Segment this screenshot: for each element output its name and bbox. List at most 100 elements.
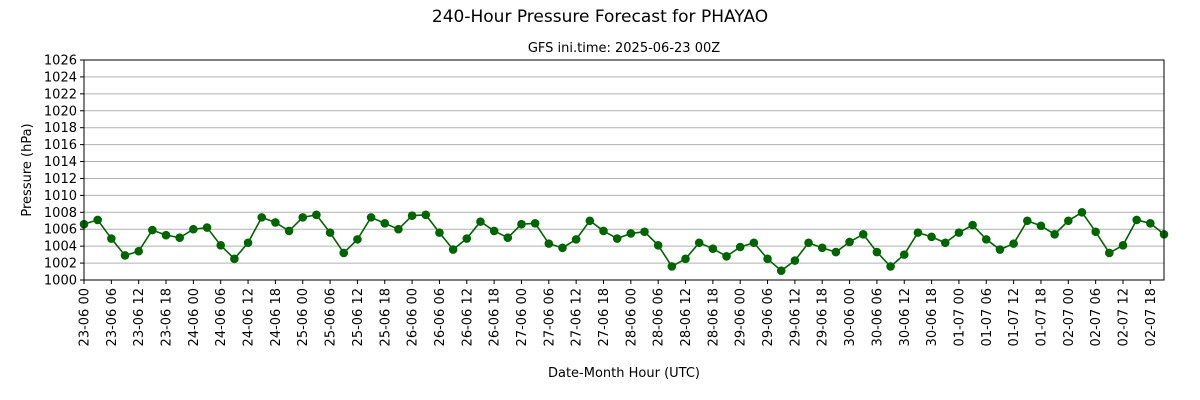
data-point (858, 230, 868, 239)
data-point (763, 254, 772, 264)
y-tick-label: 1022 (44, 87, 77, 102)
data-point (1077, 208, 1087, 217)
data-point (571, 235, 581, 244)
x-tick-label: 02-07 18 (1144, 288, 1159, 346)
data-point (230, 254, 239, 264)
data-point (612, 234, 622, 243)
data-point (161, 230, 171, 240)
x-tick-label: 28-06 06 (652, 288, 667, 346)
x-tick-label: 30-06 12 (898, 288, 913, 346)
data-point (749, 238, 759, 248)
x-tick-label: 01-07 06 (980, 288, 995, 346)
data-point (790, 256, 800, 265)
x-axis-label: Date-Month Hour (UTC) (548, 366, 700, 381)
x-tick-label: 23-06 12 (132, 288, 147, 346)
x-tick-label: 29-06 06 (761, 288, 776, 346)
data-point (626, 229, 636, 238)
data-point (667, 262, 677, 271)
x-tick-label: 24-06 00 (187, 288, 202, 346)
y-axis-label: Pressure (hPa) (20, 123, 35, 216)
data-point (544, 239, 554, 248)
y-tick-label: 1018 (44, 121, 77, 136)
data-point (93, 215, 102, 225)
x-tick-label: 30-06 06 (870, 288, 885, 346)
data-point (1009, 239, 1018, 248)
x-tick-label: 29-06 00 (734, 288, 749, 346)
x-tick-label: 23-06 06 (105, 288, 120, 346)
data-point (1022, 216, 1032, 226)
y-tick-label: 1024 (44, 70, 77, 85)
x-tick-label: 23-06 00 (78, 288, 93, 346)
data-point (394, 224, 403, 234)
y-tick-label: 1000 (44, 274, 77, 289)
x-tick-label: 28-06 12 (679, 288, 694, 346)
data-point (831, 247, 841, 257)
data-point (995, 245, 1005, 254)
data-point (845, 237, 854, 247)
data-point (722, 252, 731, 261)
x-tick-label: 29-06 18 (816, 288, 831, 346)
x-tick-label: 01-07 00 (952, 288, 967, 346)
data-point (1091, 227, 1100, 237)
data-point (462, 234, 472, 243)
data-point (489, 226, 499, 236)
x-tick-label: 26-06 06 (433, 288, 448, 346)
x-tick-label: 24-06 12 (242, 288, 257, 346)
x-tick-label: 26-06 00 (406, 288, 421, 346)
data-point (1118, 241, 1128, 250)
data-point (284, 226, 294, 236)
data-point (312, 210, 321, 220)
x-tick-label: 27-06 12 (570, 288, 585, 346)
y-tick-label: 1020 (44, 104, 77, 119)
x-tick-label: 23-06 18 (160, 288, 175, 346)
data-point (653, 241, 663, 250)
data-point (257, 213, 267, 222)
y-tick-label: 1010 (44, 189, 77, 204)
series-group (79, 208, 1169, 275)
data-point (202, 223, 212, 232)
data-point (407, 211, 417, 220)
data-point (175, 233, 184, 242)
chart-title: 240-Hour Pressure Forecast for PHAYAO (432, 7, 768, 27)
data-point (366, 213, 376, 222)
data-point (1064, 216, 1073, 226)
data-point (913, 228, 923, 237)
x-tick-label: 02-07 00 (1062, 288, 1077, 346)
x-tick-label: 28-06 00 (624, 288, 639, 346)
x-tick-label: 26-06 18 (488, 288, 503, 346)
data-point (120, 251, 130, 260)
data-point (353, 235, 362, 244)
data-point (872, 247, 882, 257)
x-tick-label: 27-06 18 (597, 288, 612, 346)
data-point (243, 238, 253, 248)
y-tick-label: 1014 (44, 155, 77, 170)
data-point (899, 250, 909, 259)
data-point (298, 213, 308, 222)
data-point (216, 241, 226, 250)
y-tick-label: 1008 (44, 206, 77, 221)
data-point (776, 266, 786, 275)
y-tick-label: 1026 (44, 54, 77, 69)
x-tick-label: 26-06 12 (460, 288, 475, 346)
data-point (380, 219, 390, 228)
x-tick-label: 27-06 00 (515, 288, 530, 346)
x-tick-label: 27-06 06 (542, 288, 557, 346)
data-point (585, 216, 595, 226)
x-tick-label: 29-06 12 (788, 288, 803, 346)
x-tick-label: 25-06 12 (351, 288, 366, 346)
data-point (1036, 221, 1046, 231)
data-point (558, 243, 567, 253)
data-point (804, 238, 813, 248)
data-point (1132, 215, 1141, 225)
x-tick-label: 25-06 18 (378, 288, 393, 346)
data-point (681, 254, 690, 264)
chart-subtitle: GFS ini.time: 2025-06-23 00Z (528, 41, 720, 56)
data-point (694, 238, 704, 248)
data-point (503, 233, 513, 242)
data-point (325, 228, 335, 237)
data-point (640, 227, 649, 237)
data-point (476, 217, 485, 226)
y-tick-label: 1016 (44, 138, 77, 153)
data-point (271, 218, 280, 227)
y-tick-label: 1006 (44, 223, 77, 238)
